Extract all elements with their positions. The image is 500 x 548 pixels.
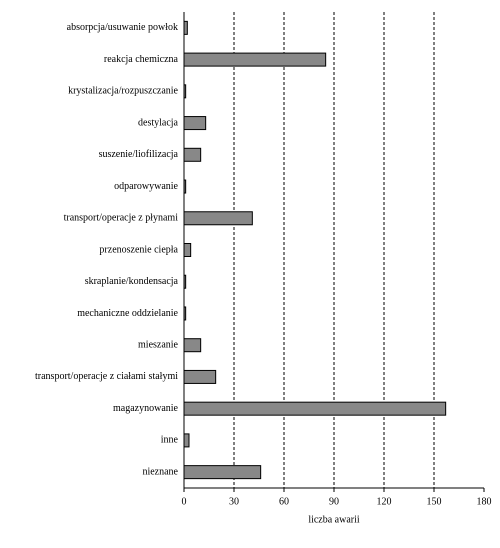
- y-tick-label: przenoszenie ciepła: [99, 244, 178, 255]
- bar: [183, 306, 187, 321]
- x-tick-label: 180: [477, 496, 492, 507]
- y-tick-label: suszenie/liofilizacja: [99, 149, 179, 160]
- y-tick-label: inne: [161, 435, 179, 446]
- bar: [183, 465, 262, 480]
- x-tick-label: 90: [329, 496, 339, 507]
- bar: [183, 211, 253, 226]
- bar: [183, 401, 447, 416]
- bar: [183, 338, 202, 353]
- bar: [183, 84, 187, 99]
- bar: [183, 179, 187, 194]
- bar: [183, 369, 217, 384]
- x-tick-label: 0: [182, 496, 187, 507]
- y-tick-label: krystalizacja/rozpuszczanie: [68, 86, 178, 97]
- y-tick-label: destylacja: [138, 117, 179, 128]
- y-tick-label: absorpcja/usuwanie powłok: [67, 22, 178, 33]
- x-tick-label: 30: [229, 496, 239, 507]
- bar: [183, 52, 327, 67]
- y-tick-label: nieznane: [142, 466, 178, 477]
- y-tick-label: skraplanie/kondensacja: [85, 276, 179, 287]
- y-tick-label: magazynowanie: [113, 403, 179, 414]
- y-tick-label: reakcja chemiczna: [104, 54, 179, 65]
- bar: [183, 274, 187, 289]
- x-tick-label: 120: [377, 496, 392, 507]
- bar: [183, 20, 188, 35]
- y-tick-label: odparowywanie: [114, 181, 178, 192]
- y-tick-label: transport/operacje z płynami: [64, 213, 179, 224]
- x-axis-label: liczba awarii: [308, 514, 360, 525]
- x-tick-label: 60: [279, 496, 289, 507]
- bar: [183, 243, 192, 257]
- y-tick-label: transport/operacje z ciałami stałymi: [35, 371, 178, 382]
- x-tick-label: 150: [427, 496, 442, 507]
- bar: [183, 116, 207, 131]
- bar: [183, 433, 190, 448]
- bar: [183, 147, 202, 162]
- y-tick-label: mechaniczne oddzielanie: [77, 308, 178, 319]
- y-tick-label: mieszanie: [138, 339, 179, 350]
